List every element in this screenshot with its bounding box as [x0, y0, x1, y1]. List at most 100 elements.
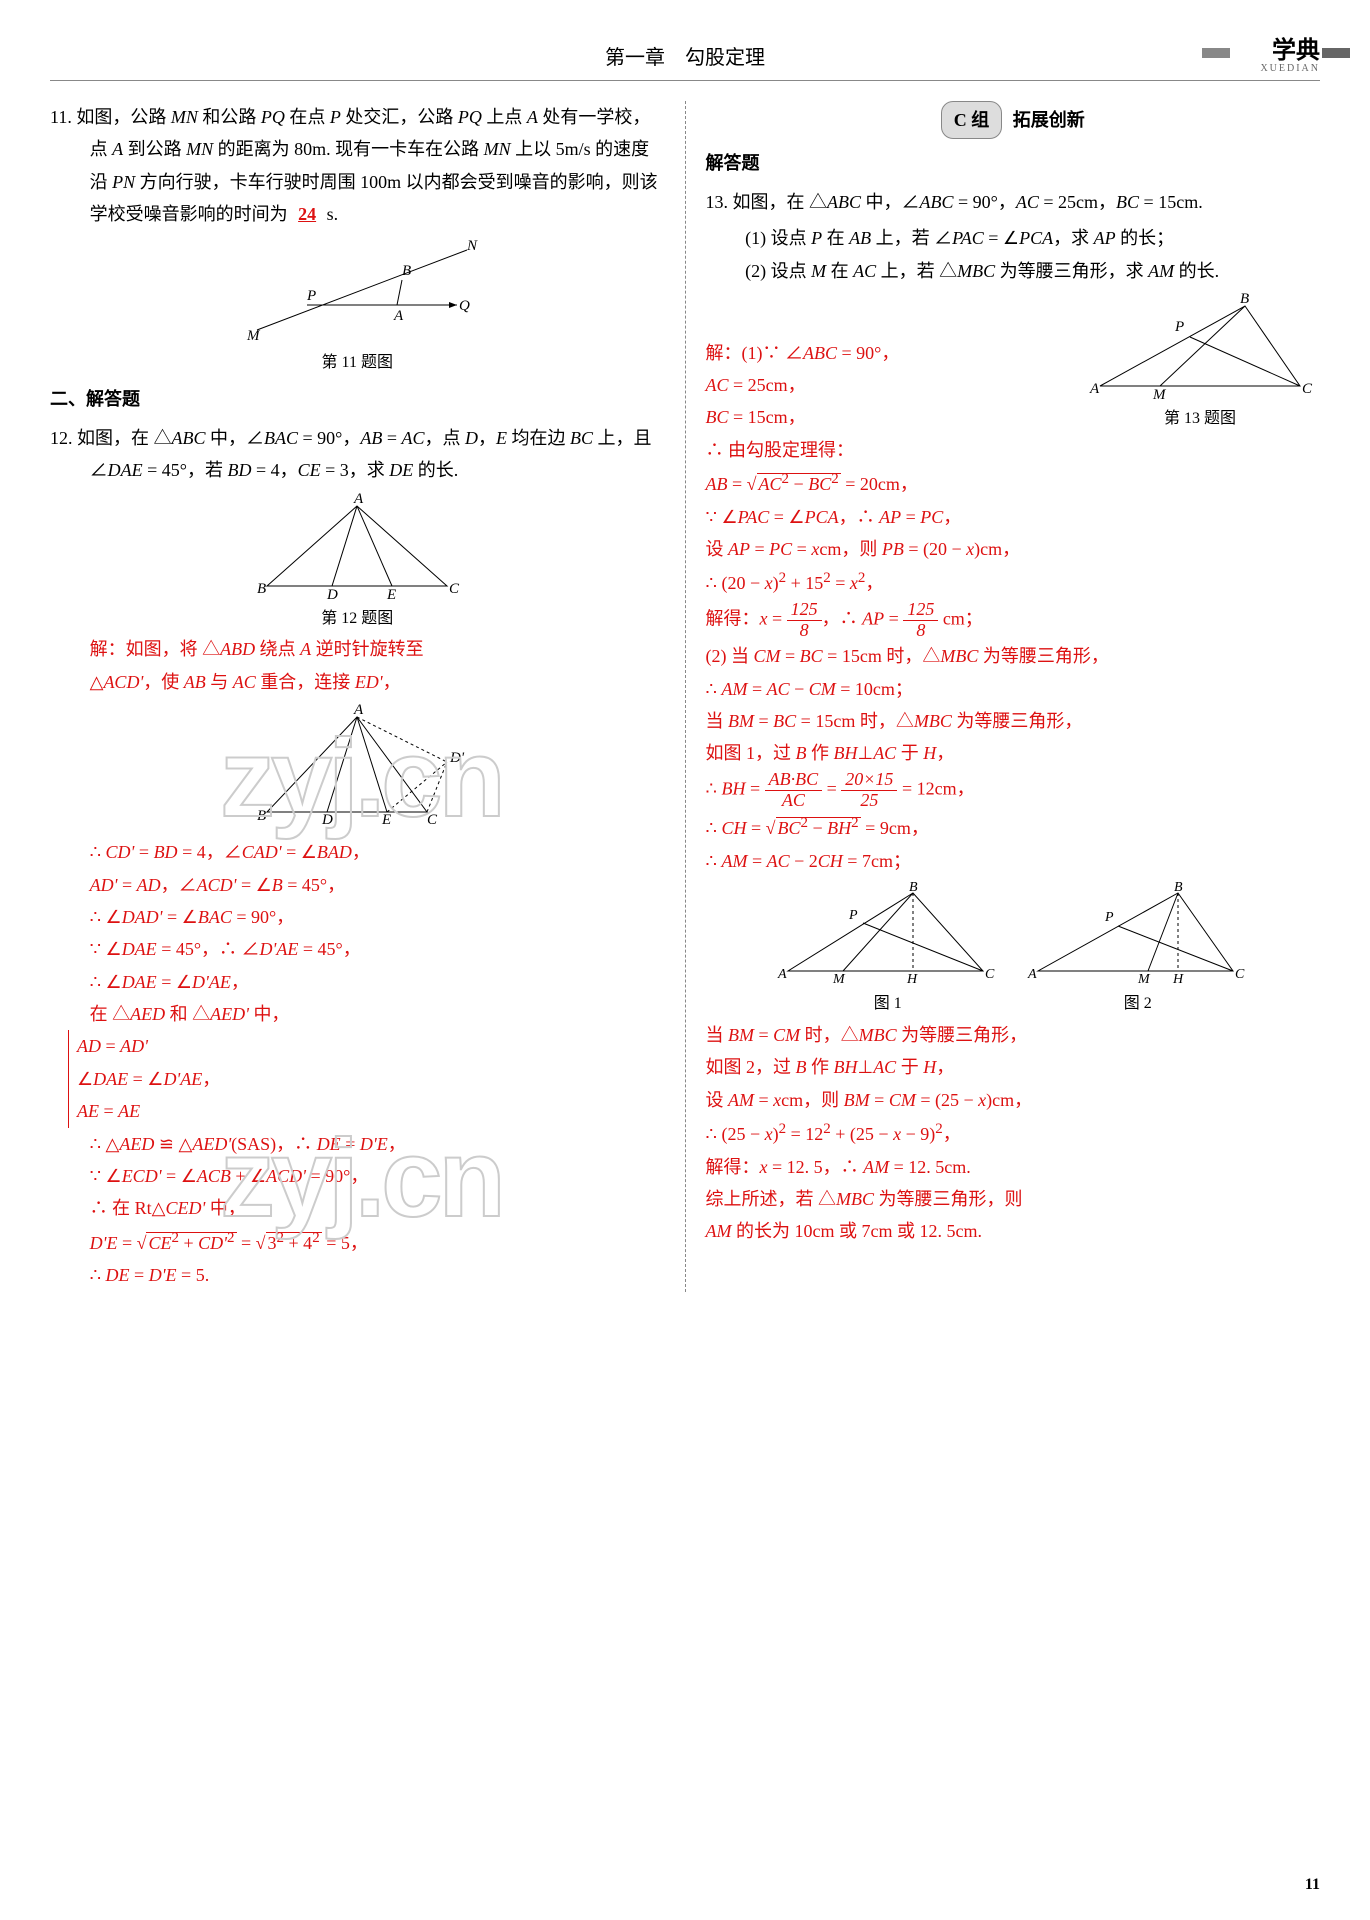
svg-text:C: C	[985, 967, 995, 982]
svg-text:H: H	[906, 972, 918, 986]
q13-s1-6: 设 AP = PC = xcm，则 PB = (20 − x)cm，	[706, 533, 1321, 565]
left-column: 11. 如图，公路 MN 和公路 PQ 在点 P 处交汇，公路 PQ 上点 A …	[50, 101, 665, 1292]
svg-text:B: B	[909, 881, 918, 895]
svg-text:P: P	[306, 288, 316, 304]
q13-s1-0: 解：(1)∵ ∠ABC = 90°，	[706, 337, 1081, 369]
svg-text:B: B	[1174, 881, 1183, 895]
q13-s3-2: 设 AM = xcm，则 BM = CM = (25 − x)cm，	[706, 1084, 1321, 1116]
q13-s1-3: ∴ 由勾股定理得：	[706, 434, 1321, 466]
q12-brace-2: AE = AE	[77, 1095, 665, 1127]
q13-s3-0: 当 BM = CM 时，△MBC 为等腰三角形，	[706, 1019, 1321, 1051]
q12-sol-11: D'E = √CE2 + CD'2 = √32 + 42 = 5，	[50, 1225, 665, 1259]
q12-sol-6: ∴ ∠DAE = ∠D'AE，	[50, 966, 665, 998]
q13-s2-6: ∴ AM = AC − 2CH = 7cm；	[706, 845, 1321, 877]
q12-sol-0: 解：如图，将 △ABD 绕点 A 逆时针旋转至	[50, 633, 665, 665]
svg-text:A: A	[353, 491, 364, 507]
page-number: 11	[1305, 1871, 1320, 1900]
q12-sol-12: ∴ DE = D'E = 5.	[50, 1259, 665, 1291]
problem-12: 12. 如图，在 △ABC 中，∠BAC = 90°，AB = AC，点 D，E…	[50, 422, 665, 487]
figure-13-1: B A C P M H	[773, 881, 1003, 986]
q13-s2-0: (2) 当 CM = BC = 15cm 时，△MBC 为等腰三角形，	[706, 640, 1321, 672]
q13-s1-5: ∵ ∠PAC = ∠PCA，∴ AP = PC，	[706, 501, 1321, 533]
q12-sol-10: ∴ 在 Rt△CED' 中，	[50, 1192, 665, 1224]
svg-text:B: B	[257, 581, 266, 597]
brand-sub: XUEDIAN	[1260, 60, 1320, 78]
q13-s2-1: ∴ AM = AC − CM = 10cm；	[706, 673, 1321, 705]
section-2-heading: 二、解答题	[50, 383, 665, 415]
svg-text:C: C	[1235, 967, 1245, 982]
q12-sol-1: △ACD'，使 AB 与 AC 重合，连接 ED'，	[50, 666, 665, 698]
q13-s1-2: BC = 15cm，	[706, 401, 1081, 433]
q12-sol-2: ∴ CD' = BD = 4，∠CAD' = ∠BAD，	[50, 836, 665, 868]
q13-s2-5: ∴ CH = √BC2 − BH2 = 9cm，	[706, 810, 1321, 844]
q12-sol-8: ∴ △AED ≌ △AED'(SAS)，∴ DE = D'E，	[50, 1128, 665, 1160]
problem-13: 13. 如图，在 △ABC 中，∠ABC = 90°，AC = 25cm，BC …	[706, 186, 1321, 218]
q12-brace: AD = AD' ∠DAE = ∠D'AE， AE = AE	[68, 1030, 665, 1127]
svg-text:B: B	[402, 263, 411, 279]
q13-p2: (2) 设点 M 在 AC 上，若 △MBC 为等腰三角形，求 AM 的长.	[706, 255, 1321, 287]
q11-answer: 24	[292, 204, 322, 224]
group-c-header: C 组 拓展创新	[706, 101, 1321, 139]
q12-text: 如图，在 △ABC 中，∠BAC = 90°，AB = AC，点 D，E 均在边…	[77, 428, 652, 480]
fig13-1-caption: 图 1	[773, 990, 1003, 1019]
brand-stripe	[1322, 48, 1350, 58]
svg-text:P: P	[1174, 319, 1184, 335]
right-column: C 组 拓展创新 解答题 13. 如图，在 △ABC 中，∠ABC = 90°，…	[685, 101, 1321, 1292]
q13-s1-1: AC = 25cm，	[706, 369, 1081, 401]
svg-text:A: A	[777, 967, 787, 982]
problem-11: 11. 如图，公路 MN 和公路 PQ 在点 P 处交汇，公路 PQ 上点 A …	[50, 101, 665, 231]
q11-num: 11.	[50, 107, 72, 127]
q13-text: 如图，在 △ABC 中，∠ABC = 90°，AC = 25cm，BC = 15…	[733, 192, 1203, 212]
svg-text:B: B	[257, 808, 266, 824]
q13-s1-8: 解得：x = 1258，∴ AP = 1258 cm；	[706, 600, 1321, 641]
svg-text:B: B	[1240, 291, 1249, 307]
q13-s3-5: 综上所述，若 △MBC 为等腰三角形，则	[706, 1183, 1321, 1215]
q11-text: 如图，公路 MN 和公路 PQ 在点 P 处交汇，公路 PQ 上点 A 处有一学…	[76, 107, 657, 224]
brand-stripe	[1202, 48, 1230, 58]
q13-s3-4: 解得：x = 12. 5，∴ AM = 12. 5cm.	[706, 1151, 1321, 1183]
q11-unit: s.	[327, 204, 339, 224]
svg-text:A: A	[1027, 967, 1037, 982]
svg-text:P: P	[848, 908, 858, 923]
section-heading: 解答题	[706, 147, 1321, 179]
q13-s2-2: 当 BM = BC = 15cm 时，△MBC 为等腰三角形，	[706, 705, 1321, 737]
q12-sol-3: AD' = AD，∠ACD' = ∠B = 45°，	[50, 869, 665, 901]
fig11-caption: 第 11 题图	[50, 349, 665, 378]
q13-s2-3: 如图 1，过 B 作 BH⊥AC 于 H，	[706, 737, 1321, 769]
q13-p1: (1) 设点 P 在 AB 上，若 ∠PAC = ∠PCA，求 AP 的长；	[706, 222, 1321, 254]
figure-13: B A C P M	[1080, 291, 1320, 401]
svg-text:M: M	[1137, 972, 1151, 986]
svg-text:A: A	[353, 702, 364, 718]
q12-sol-7: 在 △AED 和 △AED' 中，	[50, 998, 665, 1030]
q13-s1-7: ∴ (20 − x)2 + 152 = x2，	[706, 565, 1321, 599]
q13-num: 13.	[706, 192, 729, 212]
svg-text:N: N	[466, 238, 478, 254]
q12-sol-9: ∵ ∠ECD' = ∠ACB + ∠ACD' = 90°，	[50, 1160, 665, 1192]
svg-text:E: E	[381, 812, 391, 828]
svg-text:C: C	[1302, 381, 1313, 397]
svg-text:A: A	[1089, 381, 1100, 397]
svg-text:P: P	[1104, 910, 1114, 925]
group-title: 拓展创新	[1013, 110, 1085, 130]
q12-brace-0: AD = AD'	[77, 1030, 665, 1062]
figure-12: A B C D E	[237, 491, 477, 601]
svg-text:A: A	[393, 308, 404, 324]
svg-text:M: M	[1152, 387, 1167, 401]
figure-11: M N P B A Q	[227, 235, 487, 345]
fig13-2-caption: 图 2	[1023, 990, 1253, 1019]
q12-sol-5: ∵ ∠DAE = 45°，∴ ∠D'AE = 45°，	[50, 933, 665, 965]
q12-sol-4: ∴ ∠DAD' = ∠BAC = 90°，	[50, 901, 665, 933]
q13-s2-4: ∴ BH = AB·BCAC = 20×1525 = 12cm，	[706, 770, 1321, 811]
q13-s3-6: AM 的长为 10cm 或 7cm 或 12. 5cm.	[706, 1215, 1321, 1247]
fig13-caption: 第 13 题图	[1080, 405, 1320, 434]
svg-text:D': D'	[449, 750, 465, 766]
svg-text:D: D	[321, 812, 333, 828]
group-badge: C 组	[941, 101, 1003, 139]
figure-13-2: B A C P M H	[1023, 881, 1253, 986]
q12-brace-1: ∠DAE = ∠D'AE，	[77, 1063, 665, 1095]
svg-text:C: C	[427, 812, 438, 828]
svg-text:M: M	[246, 328, 261, 344]
svg-text:E: E	[386, 587, 396, 601]
svg-text:M: M	[832, 972, 846, 986]
figure-12-sol: A B C D E D'	[227, 702, 487, 832]
